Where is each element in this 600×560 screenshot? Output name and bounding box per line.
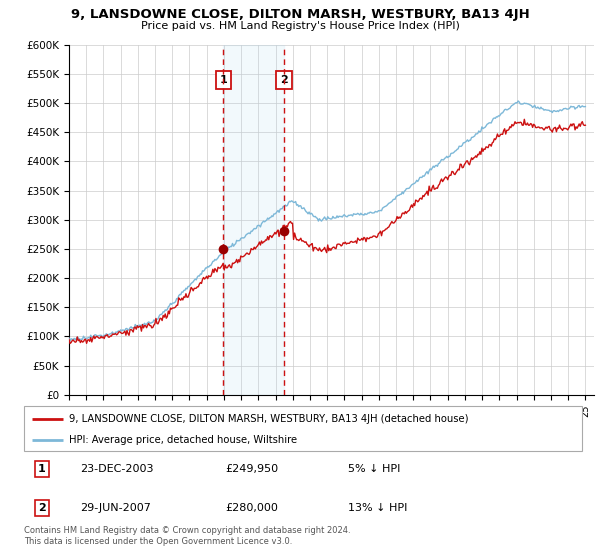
- Text: 29-JUN-2007: 29-JUN-2007: [80, 503, 151, 513]
- Text: HPI: Average price, detached house, Wiltshire: HPI: Average price, detached house, Wilt…: [68, 435, 297, 445]
- Text: 13% ↓ HPI: 13% ↓ HPI: [347, 503, 407, 513]
- Text: 23-DEC-2003: 23-DEC-2003: [80, 464, 154, 474]
- Text: 1: 1: [38, 464, 46, 474]
- Text: Price paid vs. HM Land Registry's House Price Index (HPI): Price paid vs. HM Land Registry's House …: [140, 21, 460, 31]
- Text: Contains HM Land Registry data © Crown copyright and database right 2024.
This d: Contains HM Land Registry data © Crown c…: [24, 526, 350, 546]
- Text: £249,950: £249,950: [225, 464, 278, 474]
- Text: 9, LANSDOWNE CLOSE, DILTON MARSH, WESTBURY, BA13 4JH (detached house): 9, LANSDOWNE CLOSE, DILTON MARSH, WESTBU…: [68, 413, 468, 423]
- Text: 9, LANSDOWNE CLOSE, DILTON MARSH, WESTBURY, BA13 4JH: 9, LANSDOWNE CLOSE, DILTON MARSH, WESTBU…: [71, 8, 529, 21]
- Text: 5% ↓ HPI: 5% ↓ HPI: [347, 464, 400, 474]
- Text: £280,000: £280,000: [225, 503, 278, 513]
- Text: 1: 1: [220, 75, 227, 85]
- Text: 2: 2: [280, 75, 288, 85]
- Bar: [223, 45, 284, 395]
- Text: 2: 2: [38, 503, 46, 513]
